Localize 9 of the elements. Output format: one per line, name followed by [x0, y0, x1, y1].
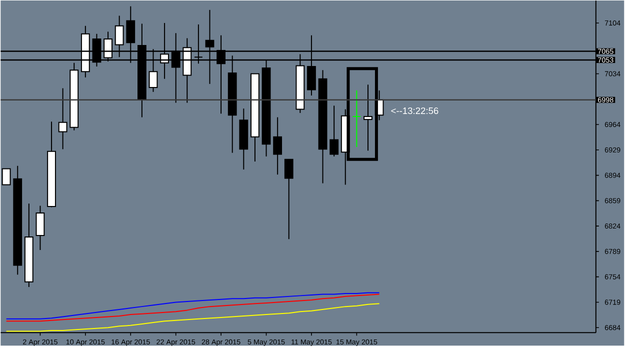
candlestick	[284, 158, 294, 240]
candlestick	[2, 168, 11, 186]
candlestick	[273, 116, 282, 175]
candlestick	[58, 88, 68, 150]
text: <--13:22:56	[391, 107, 438, 114]
candlestick	[36, 205, 45, 250]
candlestick	[364, 84, 372, 151]
candlestick	[330, 105, 339, 157]
candlestick	[352, 90, 362, 148]
